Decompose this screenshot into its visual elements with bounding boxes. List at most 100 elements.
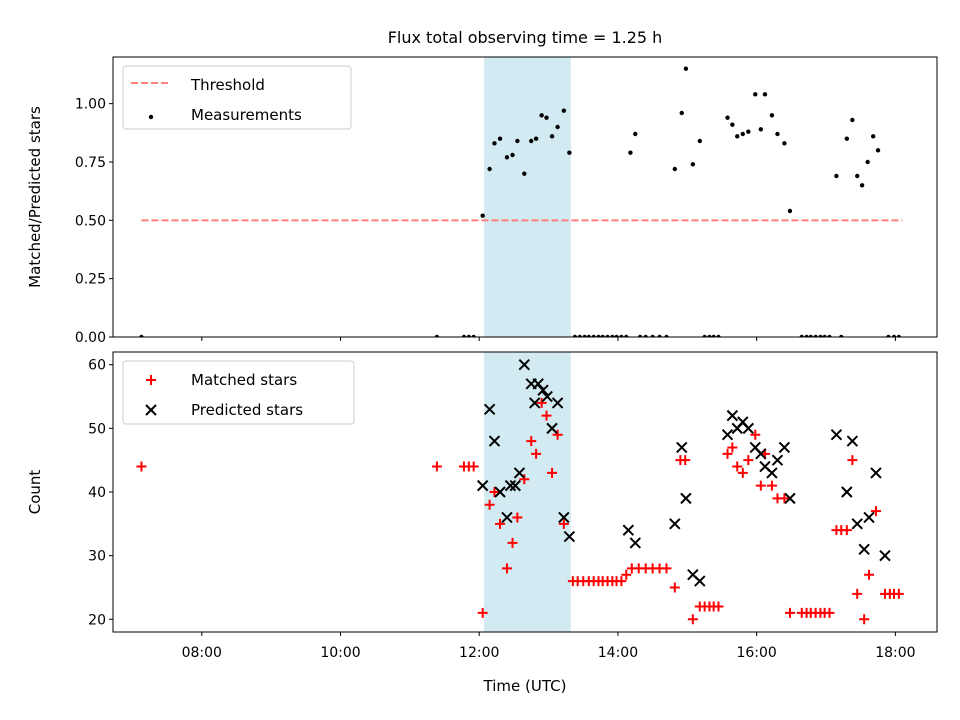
measurement-point [582,334,587,337]
predicted-point [771,454,784,466]
predicted-point [669,518,681,530]
predicted-point [858,543,870,555]
legend-label: Measurements [191,106,302,124]
predicted-point [504,479,517,492]
measurement-point [679,110,684,116]
measurement-point [844,136,850,141]
measurement-point [891,334,897,337]
measurement-point [762,92,768,97]
matched-point [727,442,738,453]
measurement-point [619,334,624,337]
predicted-point [476,479,489,492]
measurement-point [672,166,678,172]
predicted-point [766,467,778,479]
matched-point [484,499,495,510]
predicted-point [726,409,739,422]
matched-point [870,506,881,517]
predicted-point [541,390,553,403]
chart-title: Flux total observing time = 1.25 h [388,28,663,47]
predicted-point [513,467,526,479]
measurement-point [487,166,492,172]
matched-point [541,410,552,421]
matched-point [841,525,852,536]
matched-point [547,467,558,478]
x-axis-label: Time (UTC) [483,677,567,695]
y-tick-label: 1.00 [75,97,106,113]
matched-point [750,429,761,440]
predicted-point [558,511,570,524]
matched-point [766,480,777,491]
shaded-interval [484,57,571,337]
matched-point [864,569,875,580]
x-tick-label: 12:00 [459,645,499,661]
bottom-plot: 20 30 40 50 60 08:00 10:00 12:00 14:00 16:00 18:00… [26,351,938,695]
x-tick-label: 16:00 [736,645,776,661]
measurement-point [664,334,669,337]
measurement-point [633,131,638,137]
matched-point [136,461,147,472]
measurement-point [515,138,520,144]
matched-point [519,474,530,485]
legend-predicted-marker [145,404,157,416]
measurement-point [804,334,809,337]
measurement-point [725,115,730,120]
matched-point [507,537,518,548]
matched-point [477,607,488,618]
measurement-point [875,148,881,153]
legend-label: Threshold [190,76,265,94]
predicted-point [622,524,635,536]
axes-frame [112,56,938,338]
measurement-point [839,334,844,337]
predicted-point [742,422,755,435]
predicted-point [563,530,576,543]
matched-point [468,461,479,472]
matched-point [859,614,870,625]
measurement-point [492,141,497,146]
measurement-point [870,134,876,139]
measurement-point [697,138,702,144]
measurement-point [753,92,758,97]
y-tick-label: 0.75 [75,155,106,171]
measurement-point [466,334,472,337]
predicted-point [509,479,521,492]
measurement-point [702,334,707,337]
predicted-point [501,511,513,524]
predicted-point [551,397,564,409]
measurement-point [707,334,712,337]
legend-matched-marker [146,375,156,385]
matched-point [531,448,542,459]
matched-point [616,576,627,587]
measurement-point [561,108,567,113]
measurement-point [572,334,578,337]
measurement-point [480,213,485,218]
matched-point [558,518,569,529]
plot-area [139,66,903,337]
measurement-point [787,208,793,214]
predicted-point [529,397,541,409]
matched-point [779,493,790,504]
predicted-point [494,486,506,498]
y-tick-label: 0.00 [75,330,106,346]
predicted-point [483,403,496,415]
measurement-point [782,141,787,146]
matched-point [512,512,523,523]
measurement-point [643,334,648,337]
measurement-point [600,334,605,337]
x-tick-label: 14:00 [598,645,638,661]
measurement-point [865,159,870,165]
predicted-point [532,378,544,390]
measurement-point [577,334,582,337]
measurement-point [529,138,534,144]
matched-point [847,455,858,466]
predicted-point [546,422,558,435]
measurement-point [434,334,440,337]
matched-point [489,487,500,497]
measurement-point [735,134,740,139]
measurement-point [813,334,818,337]
measurement-point [683,66,689,71]
measurement-point [758,127,764,132]
matched-point [737,467,748,478]
predicted-point [755,448,767,460]
matched-point [526,436,537,447]
measurement-point [769,113,775,118]
